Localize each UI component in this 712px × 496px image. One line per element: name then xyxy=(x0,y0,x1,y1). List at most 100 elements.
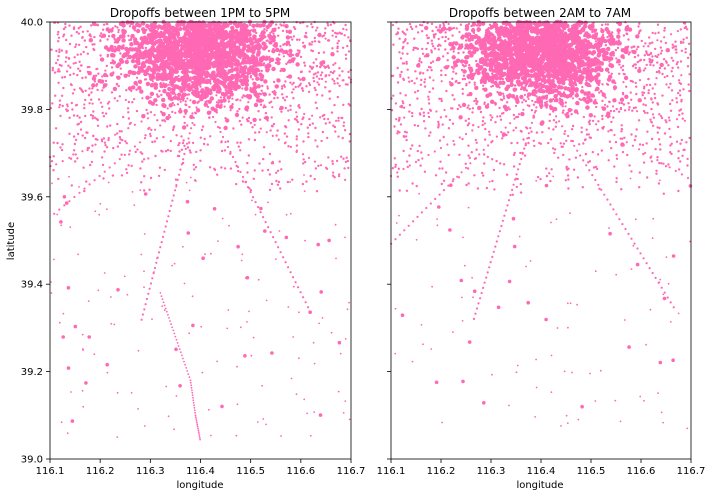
data-point xyxy=(195,420,198,422)
data-point xyxy=(145,28,148,32)
data-point xyxy=(308,82,311,85)
data-point xyxy=(237,169,240,173)
data-point xyxy=(143,189,146,192)
data-point xyxy=(201,66,206,71)
data-point xyxy=(268,40,273,45)
data-point xyxy=(184,100,187,103)
data-point xyxy=(154,33,157,36)
data-point xyxy=(336,50,339,53)
data-point xyxy=(192,396,194,399)
data-point xyxy=(259,211,262,214)
data-point xyxy=(194,44,197,47)
data-point xyxy=(107,136,110,140)
data-point xyxy=(275,171,278,174)
data-point xyxy=(477,105,482,111)
data-point xyxy=(56,213,59,216)
data-point xyxy=(135,83,138,87)
data-point xyxy=(459,23,463,26)
data-point xyxy=(499,45,504,50)
data-point xyxy=(213,168,217,172)
data-point xyxy=(232,127,235,130)
data-point xyxy=(344,160,348,164)
data-point xyxy=(256,92,259,95)
data-point xyxy=(606,35,609,39)
data-point xyxy=(117,84,120,88)
data-point xyxy=(174,93,177,96)
data-point xyxy=(303,174,305,176)
data-point xyxy=(152,73,155,76)
data-point xyxy=(534,50,539,56)
data-point xyxy=(241,87,244,90)
data-point xyxy=(73,88,76,91)
data-point xyxy=(328,90,332,93)
data-point xyxy=(669,151,672,154)
data-point xyxy=(112,86,118,92)
data-point xyxy=(93,35,96,39)
data-point xyxy=(265,24,270,30)
data-point xyxy=(146,117,150,120)
data-point xyxy=(530,130,533,133)
data-point xyxy=(453,98,456,101)
data-point xyxy=(276,60,281,66)
data-point xyxy=(188,141,191,144)
data-point xyxy=(185,74,190,80)
data-point xyxy=(511,45,516,51)
data-point xyxy=(231,155,235,159)
data-point xyxy=(541,66,544,69)
data-point xyxy=(338,74,341,77)
data-point xyxy=(257,43,260,46)
data-point xyxy=(267,23,271,26)
data-point xyxy=(419,83,423,87)
data-point xyxy=(602,56,607,62)
data-point xyxy=(508,57,511,60)
data-point xyxy=(118,34,124,39)
data-point xyxy=(86,52,90,55)
data-point xyxy=(60,49,64,52)
data-point xyxy=(59,146,62,149)
data-point xyxy=(196,73,200,76)
data-point xyxy=(87,146,91,149)
data-point xyxy=(270,351,274,355)
data-point xyxy=(141,160,144,163)
data-point xyxy=(259,206,263,211)
data-point xyxy=(656,131,659,134)
data-point xyxy=(471,22,477,27)
data-point xyxy=(319,290,324,294)
data-point xyxy=(562,91,566,94)
data-point xyxy=(219,96,223,99)
data-point xyxy=(519,94,524,100)
data-point xyxy=(150,59,153,62)
data-point xyxy=(223,84,228,89)
data-point xyxy=(316,71,320,74)
data-point xyxy=(116,132,119,135)
data-point xyxy=(164,51,167,54)
data-point xyxy=(116,41,120,44)
data-point xyxy=(72,149,76,152)
data-point xyxy=(58,321,61,324)
data-point xyxy=(214,120,217,124)
data-point xyxy=(181,22,186,27)
data-point xyxy=(101,79,105,83)
data-point xyxy=(173,262,176,265)
data-point xyxy=(301,87,304,90)
data-point xyxy=(599,67,604,73)
data-point xyxy=(576,38,582,43)
data-point xyxy=(252,81,257,87)
data-point xyxy=(215,67,221,72)
data-point xyxy=(155,137,159,140)
data-point xyxy=(342,412,345,414)
data-point xyxy=(91,114,95,118)
data-point xyxy=(161,62,164,66)
data-point xyxy=(600,28,605,34)
data-point xyxy=(123,275,126,278)
data-point xyxy=(56,141,59,145)
data-point xyxy=(298,357,300,360)
data-point xyxy=(116,99,119,102)
data-point xyxy=(251,28,257,33)
data-point xyxy=(409,25,413,29)
data-point xyxy=(111,174,115,177)
data-point xyxy=(663,67,667,70)
data-point xyxy=(347,70,350,74)
data-point xyxy=(667,63,670,67)
data-point xyxy=(601,83,604,86)
